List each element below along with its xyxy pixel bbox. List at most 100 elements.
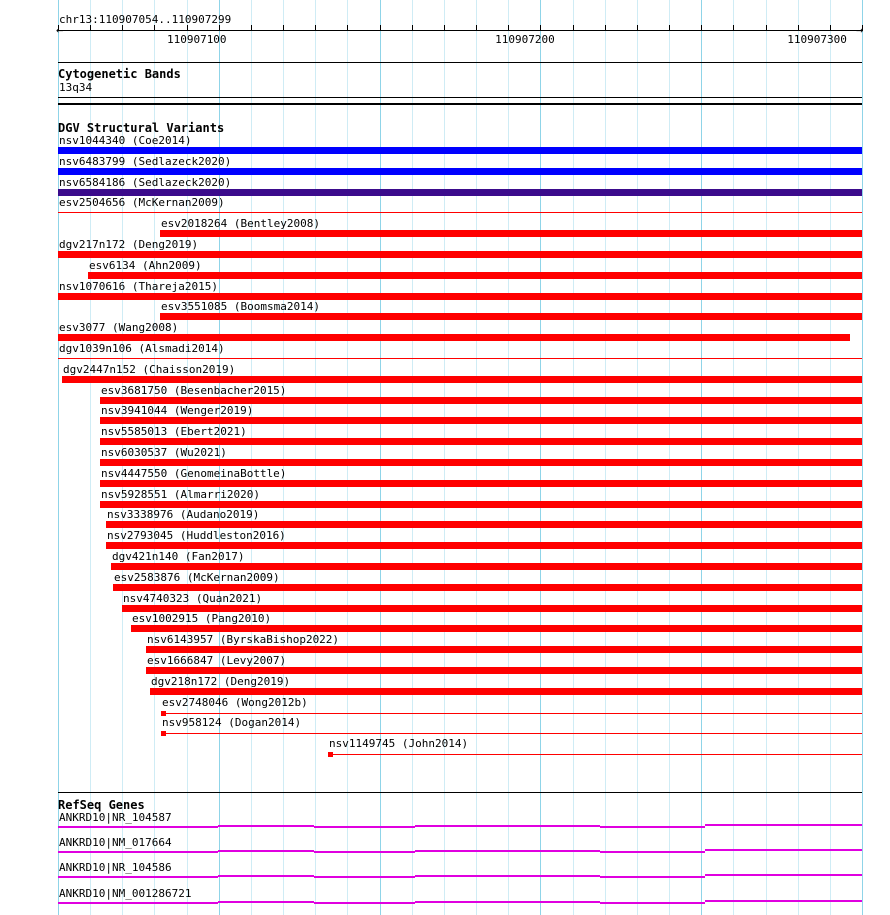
dgv-feature-label[interactable]: nsv1149745 (John2014) [329, 737, 469, 750]
dgv-feature-label[interactable]: esv1002915 (Pang2010) [132, 612, 272, 625]
dgv-feature-label[interactable]: nsv6584186 (Sedlazeck2020) [59, 176, 232, 189]
dgv-feature-bar[interactable] [58, 147, 862, 154]
dgv-feature-bar[interactable] [146, 667, 862, 674]
refseq-gene-segment[interactable] [218, 825, 314, 827]
refseq-gene-label[interactable]: ANKRD10|NM_017664 [59, 836, 172, 849]
refseq-gene-label[interactable]: ANKRD10|NR_104586 [59, 861, 172, 874]
dgv-feature-label[interactable]: nsv2793045 (Huddleston2016) [107, 529, 286, 542]
refseq-gene-segment[interactable] [415, 875, 600, 877]
dgv-feature-bar[interactable] [122, 605, 862, 612]
dgv-feature-label[interactable]: dgv217n172 (Deng2019) [59, 238, 199, 251]
dgv-feature-bar[interactable] [58, 334, 850, 341]
dgv-feature-line[interactable] [58, 358, 862, 359]
refseq-gene-segment[interactable] [705, 824, 862, 826]
dgv-feature-bar[interactable] [106, 542, 862, 549]
dgv-feature-bar[interactable] [58, 168, 862, 175]
dgv-feature-label[interactable]: esv3681750 (Besenbacher2015) [101, 384, 287, 397]
dgv-feature-bar[interactable] [106, 521, 862, 528]
dgv-feature-label[interactable]: nsv3941044 (Wenger2019) [101, 404, 254, 417]
dgv-feature-bar[interactable] [100, 417, 862, 424]
dgv-feature-bar[interactable] [100, 459, 862, 466]
track-title-cytogenetic-bands: Cytogenetic Bands [58, 67, 181, 81]
dgv-feature-line[interactable] [161, 733, 862, 734]
dgv-feature-label[interactable]: nsv958124 (Dogan2014) [162, 716, 302, 729]
dgv-feature-label[interactable]: nsv5585013 (Ebert2021) [101, 425, 247, 438]
refseq-gene-label[interactable]: ANKRD10|NR_104587 [59, 811, 172, 824]
refseq-gene-segment[interactable] [58, 876, 218, 878]
dgv-feature-label[interactable]: nsv6143957 (ByrskaBishop2022) [147, 633, 340, 646]
dgv-feature-label[interactable]: esv3551085 (Boomsma2014) [161, 300, 320, 313]
dgv-feature-bar[interactable] [58, 251, 862, 258]
dgv-feature-bar[interactable] [58, 293, 862, 300]
refseq-gene-segment[interactable] [314, 876, 415, 878]
dgv-feature-bar[interactable] [58, 189, 862, 196]
refseq-gene-segment[interactable] [600, 876, 705, 878]
grid-line [830, 0, 831, 915]
dgv-feature-label[interactable]: dgv1039n106 (Alsmadi2014) [59, 342, 225, 355]
refseq-gene-label[interactable]: ANKRD10|NM_001286721 [59, 887, 192, 900]
dgv-feature-bar[interactable] [111, 563, 862, 570]
dgv-feature-label[interactable]: esv2583876 (McKernan2009) [114, 571, 280, 584]
dgv-feature-marker[interactable] [328, 752, 333, 757]
refseq-gene-segment[interactable] [58, 902, 218, 904]
refseq-gene-segment[interactable] [600, 826, 705, 828]
dgv-feature-label[interactable]: esv2504656 (McKernan2009) [59, 196, 225, 209]
dgv-feature-label[interactable]: esv3077 (Wang2008) [59, 321, 179, 334]
ruler-right-arrow: → [856, 23, 864, 37]
panel-divider-dgv-bottom [58, 792, 862, 793]
dgv-feature-label[interactable]: esv1666847 (Levy2007) [147, 654, 287, 667]
refseq-gene-segment[interactable] [314, 851, 415, 853]
dgv-feature-label[interactable]: esv2748046 (Wong2012b) [162, 696, 308, 709]
dgv-feature-label[interactable]: nsv3338976 (Audano2019) [107, 508, 260, 521]
refseq-gene-segment[interactable] [705, 874, 862, 876]
dgv-feature-label[interactable]: nsv5928551 (Almarri2020) [101, 488, 260, 501]
grid-line [669, 0, 670, 915]
dgv-feature-label[interactable]: dgv421n140 (Fan2017) [112, 550, 245, 563]
dgv-feature-bar[interactable] [62, 376, 862, 383]
dgv-feature-label[interactable]: dgv2447n152 (Chaisson2019) [63, 363, 236, 376]
refseq-gene-segment[interactable] [705, 900, 862, 902]
dgv-feature-bar[interactable] [100, 480, 862, 487]
dgv-feature-bar[interactable] [160, 313, 862, 320]
refseq-gene-segment[interactable] [218, 901, 314, 903]
dgv-feature-bar[interactable] [100, 501, 862, 508]
refseq-gene-segment[interactable] [705, 849, 862, 851]
refseq-gene-segment[interactable] [58, 826, 218, 828]
refseq-gene-segment[interactable] [600, 851, 705, 853]
dgv-feature-line[interactable] [161, 713, 862, 714]
refseq-gene-segment[interactable] [415, 901, 600, 903]
dgv-feature-label[interactable]: esv6134 (Ahn2009) [89, 259, 202, 272]
dgv-feature-label[interactable]: nsv1044340 (Coe2014) [59, 134, 192, 147]
dgv-feature-label[interactable]: nsv1070616 (Thareja2015) [59, 280, 218, 293]
dgv-feature-bar[interactable] [146, 646, 862, 653]
dgv-feature-bar[interactable] [88, 272, 862, 279]
refseq-gene-segment[interactable] [314, 902, 415, 904]
dgv-feature-label[interactable]: nsv4447550 (GenomeinaBottle) [101, 467, 287, 480]
dgv-feature-label[interactable]: nsv4740323 (Quan2021) [123, 592, 263, 605]
grid-line [766, 0, 767, 915]
refseq-gene-segment[interactable] [415, 850, 600, 852]
dgv-feature-bar[interactable] [150, 688, 862, 695]
dgv-feature-label[interactable]: dgv218n172 (Deng2019) [151, 675, 291, 688]
dgv-feature-bar[interactable] [113, 584, 862, 591]
dgv-feature-line[interactable] [58, 212, 862, 213]
dgv-feature-bar[interactable] [131, 625, 862, 632]
refseq-gene-segment[interactable] [218, 875, 314, 877]
dgv-feature-label[interactable]: nsv6030537 (Wu2021) [101, 446, 227, 459]
refseq-gene-segment[interactable] [314, 826, 415, 828]
refseq-gene-segment[interactable] [218, 850, 314, 852]
dgv-feature-bar[interactable] [160, 230, 862, 237]
dgv-feature-label[interactable]: esv2018264 (Bentley2008) [161, 217, 320, 230]
refseq-gene-segment[interactable] [600, 902, 705, 904]
refseq-gene-segment[interactable] [415, 825, 600, 827]
dgv-feature-bar[interactable] [100, 438, 862, 445]
refseq-gene-segment[interactable] [58, 851, 218, 853]
ruler-tick [187, 25, 188, 31]
dgv-feature-bar[interactable] [100, 397, 862, 404]
dgv-feature-marker[interactable] [161, 711, 166, 716]
dgv-feature-marker[interactable] [161, 731, 166, 736]
grid-line [444, 0, 445, 915]
dgv-feature-label[interactable]: nsv6483799 (Sedlazeck2020) [59, 155, 232, 168]
dgv-feature-line[interactable] [328, 754, 862, 755]
panel-divider-cyto-bottom [58, 97, 862, 98]
